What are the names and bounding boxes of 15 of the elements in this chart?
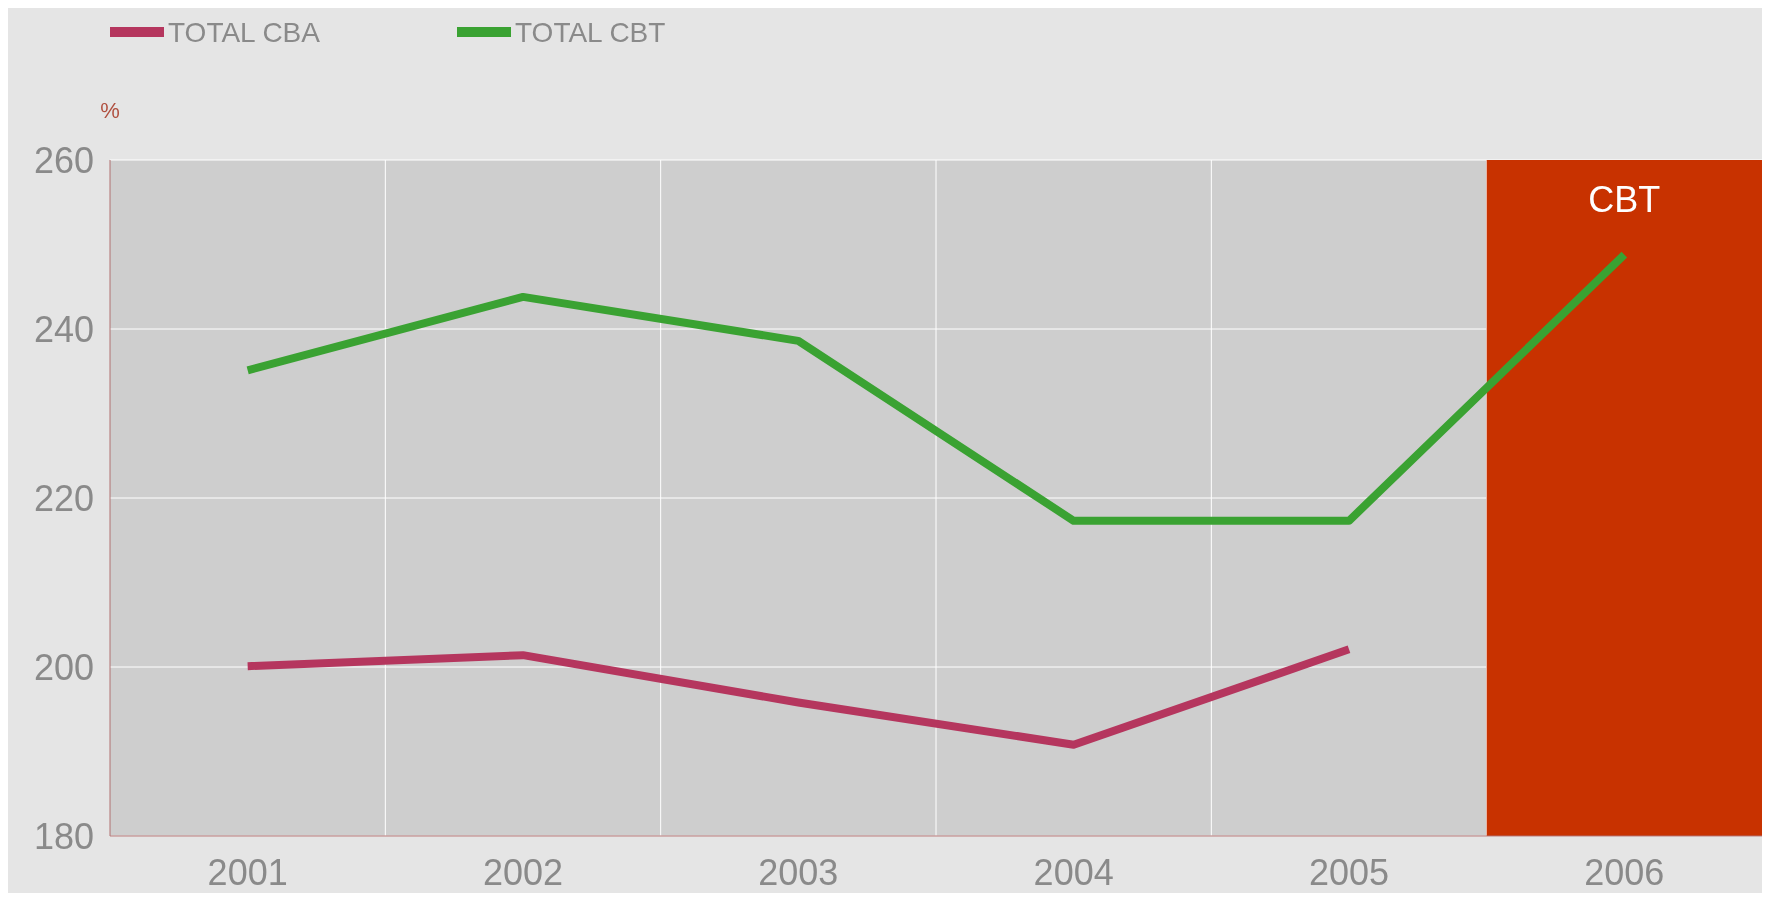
- x-tick-label: 2005: [1308, 852, 1390, 893]
- band-label: CBT: [1588, 179, 1661, 220]
- x-tick-label: 2002: [482, 852, 564, 893]
- legend-label: TOTAL CBT: [515, 16, 666, 48]
- y-tick-label: 200: [33, 646, 94, 688]
- y-tick-label: 260: [33, 139, 94, 181]
- y-tick-label: 180: [33, 815, 94, 857]
- x-tick-label: 2001: [207, 852, 288, 893]
- x-tick-label: 2004: [1033, 852, 1114, 893]
- x-tick-label: 2003: [758, 852, 839, 893]
- y-tick-label: 240: [33, 308, 94, 350]
- y-tick-label: 220: [33, 477, 94, 519]
- legend-label: TOTAL CBA: [168, 16, 321, 48]
- y-axis-title: %: [100, 98, 120, 123]
- x-tick-label: 2006: [1584, 852, 1665, 893]
